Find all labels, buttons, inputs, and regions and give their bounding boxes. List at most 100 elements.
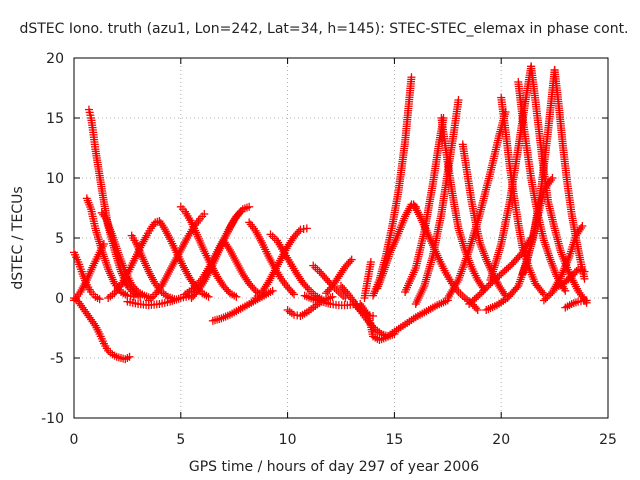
data-point — [311, 263, 320, 272]
data-point — [474, 292, 483, 300]
data-point — [548, 174, 557, 182]
data-points — [70, 62, 591, 364]
data-point — [473, 306, 482, 314]
data-point — [129, 292, 138, 301]
data-point — [102, 258, 111, 267]
x-tick-labels: 0 5 10 15 20 25 — [70, 432, 617, 448]
data-point — [477, 288, 486, 297]
data-point — [407, 73, 416, 82]
data-point — [475, 290, 484, 299]
data-point — [538, 288, 547, 297]
data-point — [200, 210, 209, 218]
data-point — [93, 294, 102, 302]
data-point — [125, 352, 134, 361]
data-point — [412, 298, 421, 306]
data-point — [453, 278, 462, 286]
chart-title: dSTEC Iono. truth (azu1, Lon=242, Lat=34… — [19, 21, 628, 37]
data-point — [149, 292, 158, 301]
data-point — [580, 274, 589, 283]
data-point — [416, 290, 425, 298]
data-point — [193, 280, 202, 289]
data-point — [141, 233, 150, 242]
data-point — [191, 282, 200, 291]
x-tick-label: 0 — [70, 432, 79, 448]
data-point — [165, 233, 174, 242]
y-tick-label: -5 — [50, 351, 64, 367]
data-point — [418, 286, 427, 294]
x-tick-label: 10 — [279, 432, 297, 448]
data-point — [302, 224, 311, 233]
data-point — [150, 277, 159, 286]
x-axis-label: GPS time / hours of day 297 of year 2006 — [189, 459, 479, 475]
y-tick-label: 15 — [46, 111, 64, 127]
data-point — [89, 319, 98, 328]
data-point — [414, 294, 423, 302]
data-point — [290, 290, 299, 299]
data-point — [288, 288, 297, 297]
data-point — [578, 222, 587, 230]
data-point — [561, 286, 570, 295]
data-point — [268, 232, 277, 241]
data-point — [545, 291, 554, 300]
data-point — [204, 292, 213, 301]
data-point — [484, 281, 493, 290]
data-point — [347, 255, 356, 264]
data-point — [100, 212, 109, 221]
x-tick-label: 25 — [599, 432, 617, 448]
data-point — [479, 286, 488, 295]
data-point — [414, 210, 423, 219]
data-point — [249, 285, 258, 293]
data-point — [481, 285, 490, 293]
data-point — [189, 284, 198, 293]
y-tick-label: 20 — [46, 51, 64, 67]
data-point — [482, 283, 491, 292]
data-point — [456, 290, 465, 298]
data-point — [577, 223, 586, 232]
data-point — [294, 227, 303, 236]
data-point — [81, 278, 90, 286]
data-point — [245, 202, 254, 211]
data-point — [544, 249, 553, 258]
data-point — [229, 218, 238, 226]
data-point — [232, 292, 241, 301]
data-point — [363, 310, 372, 318]
data-point — [500, 289, 509, 298]
data-point — [555, 274, 564, 283]
data-point — [415, 292, 424, 300]
data-point — [123, 354, 132, 362]
data-point — [582, 296, 591, 305]
y-tick-labels: -10 -5 0 5 10 15 20 — [41, 51, 64, 427]
y-tick-label: 5 — [55, 231, 64, 247]
y-tick-label: 10 — [46, 171, 64, 187]
y-axis-label: dSTEC / TECUs — [10, 186, 26, 289]
data-point — [236, 207, 245, 216]
data-point — [540, 238, 549, 247]
data-point — [543, 293, 552, 302]
x-tick-label: 15 — [385, 432, 403, 448]
data-point — [266, 230, 275, 239]
y-tick-label: 0 — [55, 291, 64, 307]
data-point — [268, 286, 277, 295]
data-point — [580, 267, 589, 276]
data-point — [182, 236, 191, 244]
data-point — [101, 256, 110, 265]
data-point — [472, 304, 481, 313]
data-point — [541, 294, 550, 303]
data-point — [419, 284, 428, 292]
data-point — [303, 283, 312, 292]
data-point — [313, 265, 322, 274]
data-point — [547, 176, 556, 184]
data-point — [328, 292, 337, 301]
data-point — [541, 240, 550, 249]
data-point — [194, 278, 203, 287]
data-point — [543, 247, 552, 256]
data-point — [454, 96, 463, 104]
data-point — [366, 258, 375, 266]
x-tick-label: 5 — [176, 432, 185, 448]
data-point — [539, 296, 548, 305]
y-tick-label: -10 — [41, 411, 64, 427]
data-point — [100, 254, 109, 263]
data-point — [458, 292, 467, 300]
data-point — [309, 261, 318, 270]
